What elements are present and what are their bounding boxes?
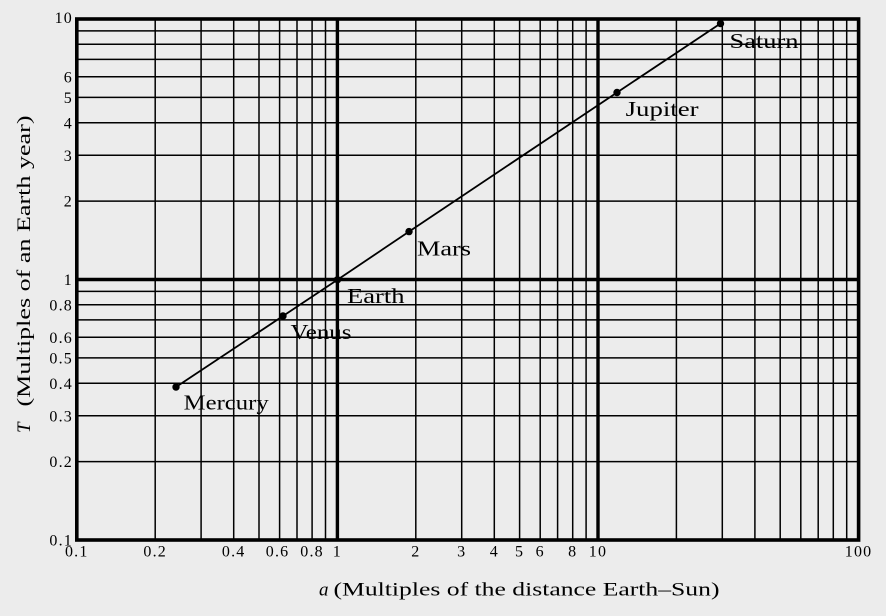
svg-text:0.3: 0.3 xyxy=(49,408,73,425)
svg-text:6: 6 xyxy=(536,544,545,561)
svg-text:3: 3 xyxy=(64,148,73,165)
svg-text:a: a xyxy=(319,580,329,601)
svg-text:Earth: Earth xyxy=(347,284,405,308)
svg-text:0.2: 0.2 xyxy=(49,454,73,471)
svg-text:5: 5 xyxy=(515,544,524,561)
svg-text:2: 2 xyxy=(64,194,73,211)
svg-text:100: 100 xyxy=(845,544,873,561)
svg-text:8: 8 xyxy=(568,544,577,561)
svg-text:0.1: 0.1 xyxy=(49,533,73,550)
svg-text:Saturn: Saturn xyxy=(730,29,800,53)
svg-text:Mercury: Mercury xyxy=(184,391,270,415)
svg-text:0.4: 0.4 xyxy=(222,544,246,561)
svg-text:1: 1 xyxy=(64,272,73,289)
svg-text:10: 10 xyxy=(55,10,73,27)
svg-text:6: 6 xyxy=(64,69,73,86)
svg-text:4: 4 xyxy=(64,115,73,132)
svg-text:(Multiples of the distance Ear: (Multiples of the distance Earth–Sun) xyxy=(334,580,720,601)
svg-text:Jupiter: Jupiter xyxy=(626,97,699,121)
svg-text:10: 10 xyxy=(589,544,607,561)
svg-text:0.6: 0.6 xyxy=(49,330,73,347)
svg-text:0.6: 0.6 xyxy=(266,544,290,561)
svg-text:5: 5 xyxy=(64,90,73,107)
svg-text:4: 4 xyxy=(490,544,499,561)
svg-text:0.8: 0.8 xyxy=(49,297,73,314)
svg-text:T: T xyxy=(14,421,35,433)
svg-text:0.8: 0.8 xyxy=(300,544,324,561)
svg-text:Mars: Mars xyxy=(417,236,471,260)
svg-text:0.4: 0.4 xyxy=(49,376,73,393)
svg-text:Venus: Venus xyxy=(291,320,352,344)
svg-text:0.5: 0.5 xyxy=(49,351,73,368)
svg-text:1: 1 xyxy=(333,544,342,561)
svg-text:0.1: 0.1 xyxy=(65,544,89,561)
svg-text:(Multiples of an Earth year): (Multiples of an Earth year) xyxy=(14,116,35,407)
svg-text:0.2: 0.2 xyxy=(143,544,167,561)
svg-text:3: 3 xyxy=(457,544,466,561)
svg-text:2: 2 xyxy=(411,544,420,561)
